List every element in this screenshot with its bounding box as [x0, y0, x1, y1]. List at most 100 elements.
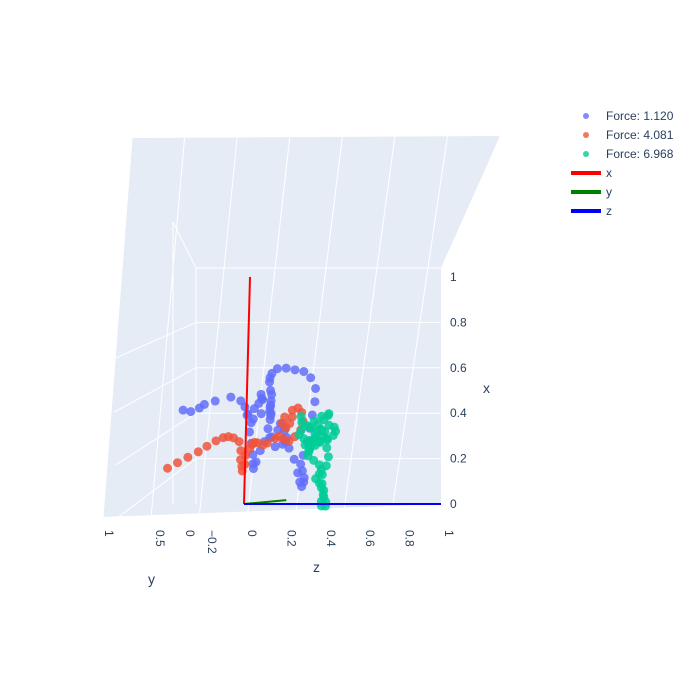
y-axis-title: y: [148, 571, 155, 587]
data-point: [211, 436, 221, 446]
y-tick-label: −0.2: [205, 530, 219, 554]
x-tick-label: 0.6: [450, 361, 467, 375]
legend-label: Force: 1.120: [606, 108, 674, 123]
data-point: [281, 363, 291, 373]
data-point: [307, 423, 317, 433]
data-point: [249, 404, 259, 414]
x-tick-label: 0.8: [450, 315, 467, 329]
data-point: [266, 396, 276, 406]
data-point: [310, 397, 320, 407]
series-3: [243, 276, 251, 505]
data-point: [322, 443, 332, 453]
data-point: [243, 409, 253, 419]
data-point: [317, 470, 327, 480]
legend-line-icon: [570, 163, 602, 182]
legend-line-icon: [570, 182, 602, 201]
gridline: [172, 221, 197, 269]
data-point: [323, 452, 333, 462]
data-point: [234, 437, 244, 447]
data-point: [287, 405, 297, 415]
data-point: [246, 418, 256, 428]
data-point: [193, 447, 203, 457]
legend-item-x-axis-line[interactable]: x: [570, 163, 673, 182]
data-point: [324, 420, 334, 430]
legend-label: x: [606, 165, 612, 180]
data-point: [317, 411, 327, 421]
data-point: [272, 364, 282, 374]
data-point: [306, 373, 316, 383]
data-point: [296, 459, 306, 469]
y-tick-label: 0.5: [153, 530, 167, 547]
z-tick-label: 0: [245, 530, 259, 537]
gridline: [102, 137, 133, 518]
data-point: [226, 392, 236, 402]
gridline: [247, 137, 291, 512]
data-point: [293, 468, 303, 478]
legend-line-icon: [570, 201, 602, 220]
data-point: [173, 458, 183, 468]
legend-item-force-1[interactable]: Force: 1.120: [570, 106, 673, 125]
data-point: [202, 441, 212, 451]
gridline: [150, 137, 186, 516]
data-point: [245, 427, 255, 437]
x-axis-title: x: [483, 380, 490, 396]
data-point: [270, 442, 280, 452]
x-tick-label: 0.2: [450, 452, 467, 466]
x-tick-label: 0.4: [450, 406, 467, 420]
data-point: [178, 405, 188, 415]
data-point: [199, 399, 209, 409]
data-point: [266, 385, 276, 395]
data-point: [183, 452, 193, 462]
data-point: [163, 463, 173, 473]
data-point: [186, 407, 196, 417]
data-point: [295, 477, 305, 487]
axis-line-x: [243, 276, 251, 505]
data-point: [289, 454, 299, 464]
data-point: [256, 409, 266, 419]
scene-axis-titles: x z y: [148, 380, 490, 587]
legend: Force: 1.120 Force: 4.081 Force: 6.968 x…: [570, 106, 673, 220]
legend-item-y-axis-line[interactable]: y: [570, 182, 673, 201]
data-point: [262, 438, 272, 448]
legend-marker-icon: [570, 106, 602, 125]
data-point: [290, 365, 300, 375]
scene-panes: [103, 136, 500, 517]
data-point: [210, 396, 220, 406]
data-point: [299, 367, 309, 377]
y-tick-label: 1: [102, 530, 116, 537]
legend-marker-icon: [570, 144, 602, 163]
gridline: [440, 135, 501, 505]
scene-data-marks: [163, 276, 441, 511]
data-point: [284, 443, 294, 453]
legend-label: Force: 6.968: [606, 146, 674, 161]
legend-item-force-2[interactable]: Force: 4.081: [570, 125, 673, 144]
gridline: [111, 321, 197, 361]
y-tick-label: 0: [183, 530, 197, 537]
gridline: [199, 137, 238, 514]
x-tick-label: 1: [450, 270, 457, 284]
data-point: [324, 409, 334, 419]
x-tick-label: 0: [450, 497, 457, 511]
data-point: [321, 461, 331, 471]
z-axis-title: z: [313, 559, 320, 575]
data-point: [287, 412, 297, 422]
gridline: [115, 412, 197, 466]
data-point: [263, 424, 273, 434]
data-point: [319, 492, 329, 502]
gridline: [117, 458, 197, 518]
legend-label: y: [606, 184, 612, 199]
scene-tick-labels: 0 0.2 0.4 0.6 0.8 1 0 0.2 0.4 0.6 0.8 1 1 0.5 0 −0.2: [102, 270, 467, 554]
data-point: [251, 457, 261, 467]
data-point: [317, 479, 327, 489]
data-point: [311, 383, 321, 393]
legend-item-z-axis-line[interactable]: z: [570, 201, 673, 220]
gridline: [113, 367, 197, 413]
legend-marker-icon: [570, 125, 602, 144]
gridline: [392, 136, 448, 506]
z-tick-label: 0.2: [284, 530, 298, 547]
z-tick-label: 0.4: [324, 530, 338, 547]
legend-label: Force: 4.081: [606, 127, 674, 142]
legend-item-force-3[interactable]: Force: 6.968: [570, 144, 673, 163]
scene-background: [103, 136, 500, 517]
